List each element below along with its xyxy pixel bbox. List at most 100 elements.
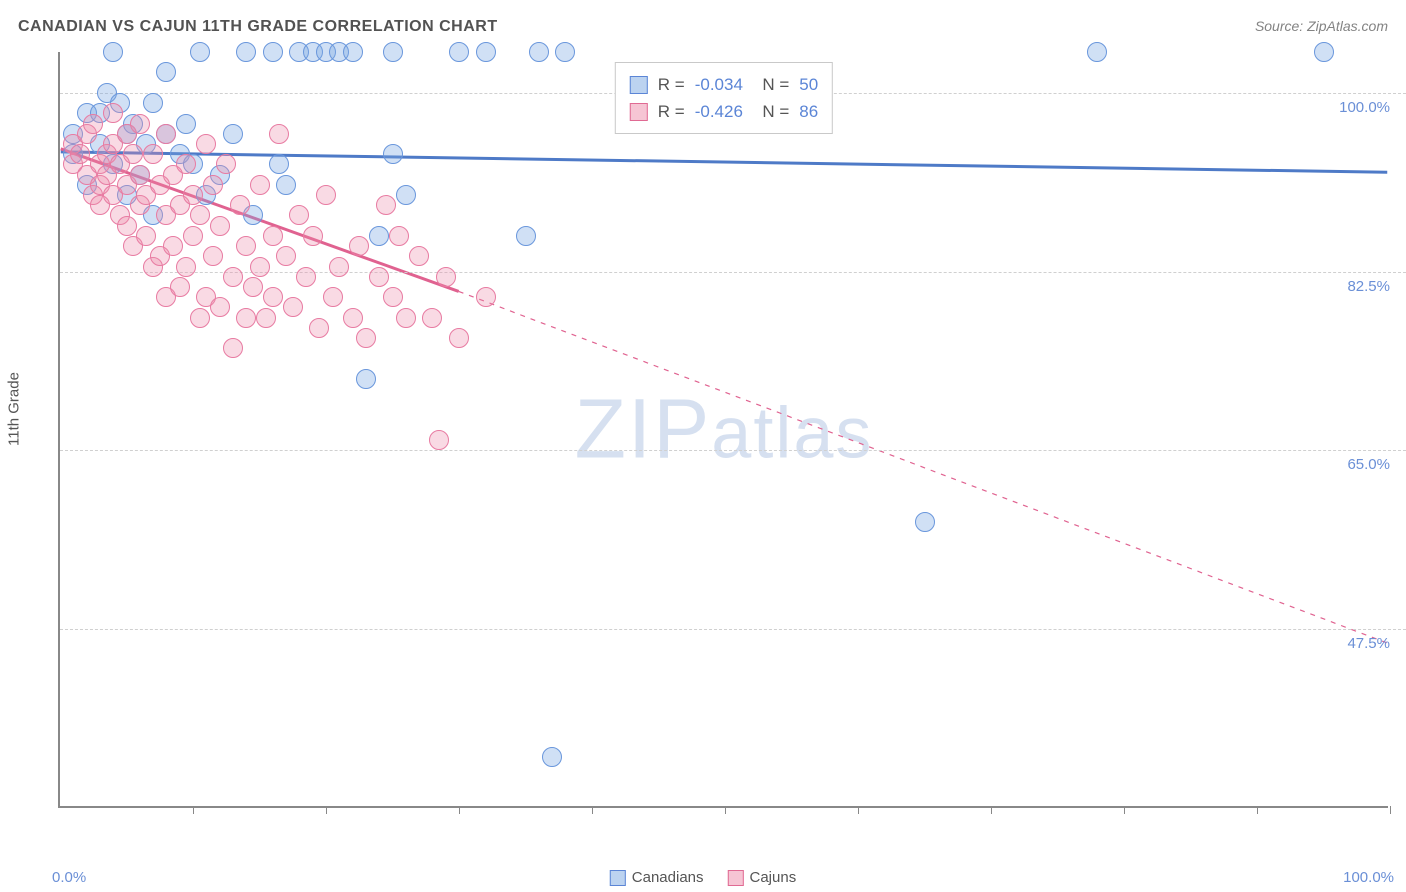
scatter-point	[555, 42, 575, 62]
scatter-point	[429, 430, 449, 450]
scatter-point	[196, 134, 216, 154]
scatter-point	[396, 185, 416, 205]
x-tick	[459, 806, 460, 814]
scatter-point	[156, 62, 176, 82]
scatter-point	[183, 185, 203, 205]
stats-legend: R = -0.034 N = 50R = -0.426 N = 86	[615, 62, 833, 134]
x-axis-min-label: 0.0%	[52, 869, 86, 886]
y-axis-title: 11th Grade	[6, 372, 23, 446]
scatter-point	[276, 175, 296, 195]
x-tick	[326, 806, 327, 814]
source-attribution: Source: ZipAtlas.com	[1255, 18, 1388, 34]
scatter-point	[176, 257, 196, 277]
scatter-point	[356, 369, 376, 389]
scatter-point	[323, 287, 343, 307]
scatter-point	[269, 154, 289, 174]
scatter-point	[283, 297, 303, 317]
scatter-point	[389, 226, 409, 246]
scatter-point	[915, 512, 935, 532]
chart-title: CANADIAN VS CAJUN 11TH GRADE CORRELATION…	[18, 18, 498, 36]
scatter-point	[383, 287, 403, 307]
x-tick	[991, 806, 992, 814]
scatter-point	[143, 93, 163, 113]
watermark: ZIPatlas	[575, 381, 874, 478]
scatter-point	[70, 144, 90, 164]
scatter-point	[1314, 42, 1334, 62]
scatter-point	[303, 226, 323, 246]
scatter-point	[263, 287, 283, 307]
scatter-point	[190, 308, 210, 328]
scatter-point	[163, 236, 183, 256]
scatter-point	[516, 226, 536, 246]
scatter-point	[356, 328, 376, 348]
scatter-point	[316, 185, 336, 205]
scatter-point	[449, 42, 469, 62]
scatter-point	[296, 267, 316, 287]
scatter-point	[83, 114, 103, 134]
scatter-point	[383, 42, 403, 62]
x-tick	[725, 806, 726, 814]
scatter-point	[250, 175, 270, 195]
stats-row: R = -0.034 N = 50	[630, 71, 818, 98]
x-tick	[1390, 806, 1391, 814]
scatter-point	[256, 308, 276, 328]
scatter-point	[409, 246, 429, 266]
scatter-point	[309, 318, 329, 338]
scatter-point	[176, 154, 196, 174]
scatter-point	[190, 42, 210, 62]
scatter-point	[369, 226, 389, 246]
trend-lines	[60, 52, 1388, 806]
scatter-point	[383, 144, 403, 164]
scatter-point	[349, 236, 369, 256]
legend: Canadians Cajuns	[610, 869, 796, 886]
scatter-point	[243, 277, 263, 297]
y-tick-label: 100.0%	[1339, 99, 1390, 116]
scatter-point	[203, 246, 223, 266]
scatter-point	[170, 277, 190, 297]
scatter-point	[343, 42, 363, 62]
scatter-point	[343, 308, 363, 328]
stats-row: R = -0.426 N = 86	[630, 98, 818, 125]
x-tick	[193, 806, 194, 814]
scatter-point	[476, 42, 496, 62]
scatter-point	[143, 144, 163, 164]
y-tick-label: 47.5%	[1347, 635, 1390, 652]
scatter-point	[210, 297, 230, 317]
x-axis-max-label: 100.0%	[1343, 869, 1394, 886]
scatter-point	[103, 103, 123, 123]
scatter-point	[223, 124, 243, 144]
scatter-point	[236, 236, 256, 256]
scatter-point	[216, 154, 236, 174]
scatter-point	[376, 195, 396, 215]
scatter-point	[436, 267, 456, 287]
scatter-point	[223, 338, 243, 358]
scatter-point	[250, 257, 270, 277]
scatter-point	[183, 226, 203, 246]
y-tick-label: 65.0%	[1347, 456, 1390, 473]
scatter-point	[136, 226, 156, 246]
scatter-point	[269, 124, 289, 144]
scatter-point	[289, 205, 309, 225]
scatter-point	[130, 165, 150, 185]
x-tick	[1124, 806, 1125, 814]
legend-item: Canadians	[610, 869, 704, 886]
scatter-point	[156, 124, 176, 144]
gridline	[60, 629, 1406, 630]
scatter-point	[103, 42, 123, 62]
scatter-point	[223, 267, 243, 287]
scatter-point	[1087, 42, 1107, 62]
scatter-point	[529, 42, 549, 62]
legend-item: Cajuns	[728, 869, 797, 886]
x-tick	[592, 806, 593, 814]
scatter-point	[117, 216, 137, 236]
scatter-point	[176, 114, 196, 134]
scatter-point	[449, 328, 469, 348]
scatter-point	[123, 144, 143, 164]
scatter-point	[396, 308, 416, 328]
gridline	[60, 450, 1406, 451]
scatter-point	[369, 267, 389, 287]
scatter-point	[130, 114, 150, 134]
scatter-point	[276, 246, 296, 266]
scatter-point	[263, 226, 283, 246]
scatter-point	[236, 308, 256, 328]
